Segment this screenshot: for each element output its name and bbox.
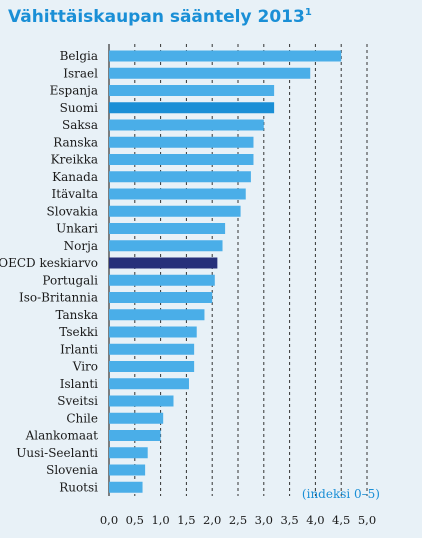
bar [109,136,254,148]
bar [109,205,241,217]
x-tick-label: 5,0 [358,513,376,527]
category-label: Alankomaat [25,429,99,443]
bar [109,447,148,459]
bar [109,292,213,303]
bar [109,378,189,390]
category-label: Islanti [60,377,98,391]
category-label: Ruotsi [59,480,98,494]
bar [109,412,164,424]
category-label: Kanada [52,170,98,184]
x-tick-label: 1,0 [151,513,169,527]
category-label: Ranska [53,135,98,149]
category-label: Itävalta [52,187,98,201]
chart-title-superscript: 1 [305,7,312,18]
bars [109,50,342,493]
category-label: Chile [66,411,98,425]
category-label: Unkari [56,222,98,236]
bar [109,361,195,372]
category-label: Iso-Britannia [19,291,98,305]
chart-title: Vähittäiskaupan sääntely 20131 [8,7,312,27]
category-label: Sveitsi [57,394,98,408]
bar [109,481,143,493]
x-tick-label: 3,0 [255,513,273,527]
bar [109,154,254,165]
category-label: Kreikka [51,153,98,167]
x-axis-tick-labels: 0,0 0,5 1,0 1,5 2,0 2,5 3,0 3,5 4,0 4,5 5,0 [100,513,376,527]
bar [109,102,275,114]
bar [109,464,146,476]
category-label: Slovakia [47,204,98,218]
x-tick-label: 2,5 [229,513,247,527]
bar [109,67,311,79]
index-note: (indeksi 0–5) [302,487,380,501]
bar [109,188,246,200]
category-label: Belgia [60,49,98,63]
category-label: Slovenia [46,463,98,477]
bar [109,257,218,269]
category-label: Espanja [50,84,98,98]
bar [109,119,264,131]
bar [109,343,195,355]
bar [109,50,342,62]
x-tick-label: 2,0 [203,513,221,527]
category-label: Irlanti [60,342,98,356]
x-tick-label: 4,0 [306,513,324,527]
category-label: Uusi-Seelanti [16,446,98,460]
bar [109,395,174,407]
bar [109,171,251,183]
x-tick-label: 3,5 [280,513,298,527]
category-label: Saksa [62,118,98,132]
category-label: Tanska [55,308,98,322]
category-labels: Belgia Israel Espanja Suomi Saksa Ranska Kreik… [0,49,98,494]
bar [109,240,223,252]
x-tick-label: 1,5 [177,513,195,527]
category-label: Israel [63,66,98,80]
bar [109,430,161,441]
category-label: Viro [72,360,98,374]
x-tick-label: 0,5 [126,513,144,527]
bar [109,309,205,321]
bar [109,274,215,286]
chart-title-text: Vähittäiskaupan sääntely 2013 [8,7,305,27]
category-label: Suomi [60,101,99,115]
category-label: OECD keskiarvo [0,256,98,270]
bar [109,223,226,234]
bar [109,85,275,96]
category-label: Portugali [42,273,98,287]
x-tick-label: 0,0 [100,513,118,527]
bar [109,326,197,338]
x-tick-label: 4,5 [332,513,350,527]
category-label: Tsekki [59,325,98,339]
category-label: Norja [64,239,98,253]
